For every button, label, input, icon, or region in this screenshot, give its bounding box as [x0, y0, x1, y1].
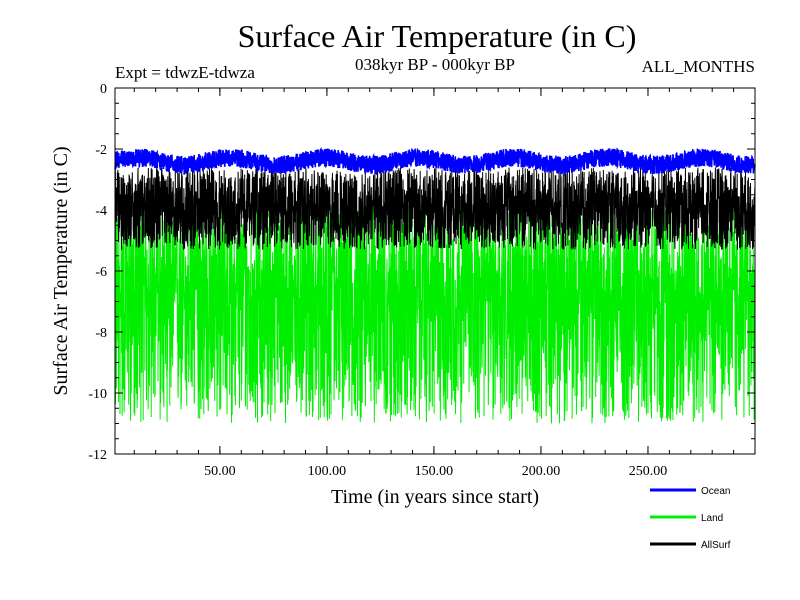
y-tick-label: -4 [95, 204, 107, 219]
legend: Ocean Land AllSurf [650, 486, 731, 551]
x-tick-label: 250.00 [629, 464, 668, 479]
legend-label-land: Land [701, 513, 723, 524]
x-axis-label: Time (in years since start) [331, 486, 539, 508]
y-tick-label: -10 [88, 387, 107, 402]
months-annotation: ALL_MONTHS [642, 57, 755, 76]
x-tick-label: 50.00 [204, 464, 236, 479]
y-axis: 0 -2 -4 -6 -8 -10 -12 [88, 82, 755, 463]
x-tick-label: 150.00 [415, 464, 454, 479]
series-line-allsurf [114, 166, 756, 250]
legend-label-ocean: Ocean [701, 486, 730, 497]
chart-title: Surface Air Temperature (in C) [238, 18, 637, 54]
x-tick-label: 100.00 [308, 464, 347, 479]
y-tick-label: -8 [95, 326, 107, 341]
y-tick-label: -12 [88, 448, 107, 463]
y-tick-label: -2 [95, 143, 107, 158]
legend-label-allsurf: AllSurf [701, 540, 731, 551]
series-line-ocean [114, 146, 756, 177]
y-axis-label: Surface Air Temperature (in C) [50, 146, 72, 395]
x-axis: 50.00 100.00 150.00 200.00 250.00 [133, 88, 735, 479]
chart-subtitle: 038kyr BP - 000kyr BP [355, 55, 515, 74]
y-tick-label: 0 [100, 82, 107, 97]
y-tick-label: -6 [95, 265, 107, 280]
series-layer [114, 146, 756, 424]
x-tick-label: 200.00 [522, 464, 561, 479]
experiment-annotation: Expt = tdwzE-tdwza [115, 63, 255, 82]
